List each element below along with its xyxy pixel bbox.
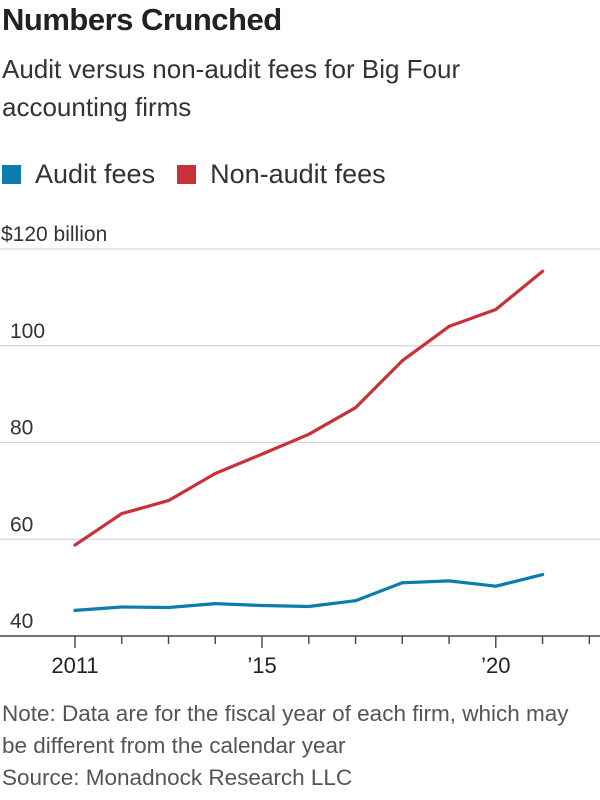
chart-subtitle: Audit versus non-audit fees for Big Four… [2,54,461,122]
legend-label-non-audit-fees: Non-audit fees [210,158,386,189]
legend-item-non-audit-fees: Non-audit fees [177,159,386,190]
y-tick-label-60: 60 [10,513,33,536]
note-text: Note: Data are for the fiscal year of ea… [2,701,569,758]
y-tick-label-80: 80 [10,417,33,440]
y-tick-label-40: 40 [10,610,33,633]
data-point-non-audit-fees-2018 [400,359,404,363]
line-chart: 40 60 80 100 $120 billion 2011 ’15 ’20 [0,223,600,678]
x-tick-label-2015: ’15 [247,653,276,678]
data-point-non-audit-fees-2021 [541,269,545,273]
data-point-audit-fees-2020 [494,584,498,588]
data-point-audit-fees-2012 [120,605,124,609]
data-point-non-audit-fees-2013 [167,499,171,503]
data-point-audit-fees-2021 [541,573,545,577]
x-tick-label-2011: 2011 [51,653,98,678]
data-point-audit-fees-2018 [400,581,404,585]
x-tick-label-2020: ’20 [481,653,510,678]
data-point-non-audit-fees-2011 [73,543,77,547]
data-point-non-audit-fees-2017 [354,406,358,410]
source-text: Source: Monadnock Research LLC [2,765,353,790]
chart-title: Numbers Crunched [2,2,282,37]
data-point-non-audit-fees-2014 [213,471,217,475]
series-line-non-audit-fees [73,269,545,547]
legend-swatch-audit-fees [2,164,21,184]
data-point-non-audit-fees-2012 [120,512,124,516]
data-point-audit-fees-2013 [167,605,171,609]
legend-label-audit-fees: Audit fees [35,158,156,189]
chart-legend: Audit fees Non-audit fees [2,154,408,194]
data-point-non-audit-fees-2019 [447,324,451,328]
data-point-audit-fees-2019 [447,579,451,583]
data-point-audit-fees-2016 [307,604,311,608]
y-tick-label-120: $120 billion [1,223,107,246]
data-point-audit-fees-2014 [213,602,217,606]
data-point-audit-fees-2011 [73,608,77,612]
y-tick-label-100: 100 [10,320,45,343]
data-point-non-audit-fees-2020 [494,307,498,311]
legend-swatch-non-audit-fees [177,164,197,184]
chart-footnote: Note: Data are for the fiscal year of ea… [2,698,592,794]
data-point-non-audit-fees-2015 [260,452,264,456]
data-point-audit-fees-2015 [260,604,264,608]
data-point-non-audit-fees-2016 [307,432,311,436]
legend-item-audit-fees: Audit fees [2,159,155,190]
data-point-audit-fees-2017 [354,599,358,603]
